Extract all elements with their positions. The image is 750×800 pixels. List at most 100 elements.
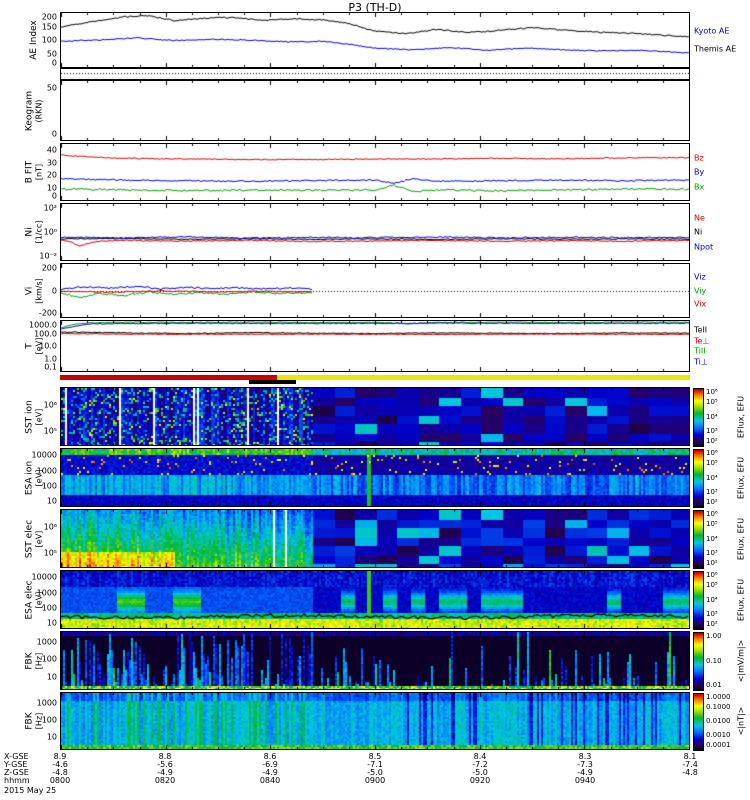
panel-esa_ion <box>60 448 690 507</box>
sst_ion-canvas <box>61 388 689 445</box>
ytick-label: 30 <box>46 158 57 168</box>
axis-value: -7.1 <box>367 760 383 769</box>
ytick-label: 10⁵ <box>43 426 57 436</box>
axis-row-label: X-GSE <box>4 752 29 761</box>
axis-value: -7.2 <box>472 760 488 769</box>
mode-bar <box>60 375 690 385</box>
ytick-label: 100 <box>41 603 57 613</box>
ytick-label: 1000 <box>36 637 57 647</box>
colorbar-tick: 10⁵ <box>706 398 718 407</box>
panel-esa_elec <box>60 570 690 629</box>
axis-value: 0820 <box>154 776 176 785</box>
axis-row-label: Z-GSE <box>4 768 29 777</box>
axis-value: -4.9 <box>157 768 173 777</box>
colorbar-tick: 10⁵ <box>706 520 718 529</box>
fbk_e-canvas <box>61 632 689 689</box>
axis-value: 0840 <box>259 776 281 785</box>
colorbar-tick: 10⁴ <box>706 595 718 604</box>
colorbar-tick: 0.0100 <box>706 717 731 725</box>
colorbar-tick: 10⁴ <box>706 412 718 421</box>
panel-fbk_b <box>60 692 690 750</box>
colorbar-sst_elec <box>693 510 704 569</box>
colorbar-tick: 10⁶ <box>706 388 718 396</box>
axis-value: -4.9 <box>577 768 593 777</box>
series-label: TeII <box>694 325 708 335</box>
colorbar-title: EFlux, EFU <box>736 456 746 499</box>
ytick-label: 0 <box>51 58 57 68</box>
axis-value: -6.9 <box>262 760 278 769</box>
colorbar-esa_elec <box>693 571 704 630</box>
axis-value: -4.8 <box>682 768 698 777</box>
ytick-label: 100 <box>41 35 57 45</box>
keogram-canvas <box>61 81 689 140</box>
colorbar-tick: 10² <box>706 559 718 567</box>
series-label: Ti⊥ <box>694 357 708 367</box>
axis-value: -7.4 <box>682 760 698 769</box>
axis-value: -5.0 <box>367 768 383 777</box>
series-label: Viz <box>694 272 706 282</box>
ytick-label: 20 <box>46 170 57 180</box>
colorbar-title: <|mV/m|> <box>736 639 746 682</box>
colorbar-fbk_e <box>693 632 704 691</box>
panel-sst_ion <box>60 387 690 446</box>
ytick-label: 10 <box>46 496 57 506</box>
ytick-label: 100 <box>41 481 57 491</box>
colorbar-tick: 0.01 <box>706 681 722 689</box>
ytick-label: 0 <box>51 191 57 201</box>
fbk_b-canvas <box>61 693 689 749</box>
colorbar-tick: 0.0001 <box>706 741 731 749</box>
ytick-label: 10⁻² <box>39 251 57 261</box>
colorbar-tick: 10³ <box>706 609 718 618</box>
ytick-label: 10000 <box>31 450 57 460</box>
colorbar-tick: 10⁶ <box>706 510 718 518</box>
ytick-label: 100.0 <box>34 329 57 338</box>
colorbar-title: <|nT|> <box>736 706 746 736</box>
esa_ion-canvas <box>61 449 689 506</box>
colorbar-tick: 10⁶ <box>706 449 718 457</box>
axis-value: -4.9 <box>262 768 278 777</box>
colorbar-esa_ion <box>693 449 704 508</box>
panel-strip <box>60 68 690 80</box>
ytick-label: 1000 <box>36 588 57 598</box>
series-label: Viy <box>694 286 707 295</box>
colorbar-title: EFlux, EFU <box>736 395 746 438</box>
bfit-canvas <box>61 144 689 200</box>
colorbar-tick: 10⁴ <box>706 534 718 543</box>
colorbar-title: EFlux, EFU <box>736 517 746 560</box>
series-label: Npot <box>694 242 714 251</box>
series-label: Vix <box>694 299 707 309</box>
axis-value: -4.8 <box>52 768 68 777</box>
axis-value: -7.3 <box>577 760 593 769</box>
panel-keogram <box>60 80 690 141</box>
plot-title: P3 (TH-D) <box>348 1 402 14</box>
colorbar-tick: 10⁵ <box>706 459 718 468</box>
series-label: Themis AE <box>694 44 737 54</box>
ytick-label: 10⁵ <box>43 548 57 558</box>
mode-bar-segment <box>60 375 278 380</box>
series-label: TiII <box>694 346 706 356</box>
colorbar-tick: 0.1000 <box>706 703 731 711</box>
axis-value: 0940 <box>574 776 596 785</box>
ytick-label: 100 <box>41 715 57 725</box>
sst_elec-canvas <box>61 510 689 567</box>
vi-canvas <box>61 264 689 317</box>
axis-row-label: Y-GSE <box>4 760 28 769</box>
colorbar-tick: 10² <box>706 498 718 506</box>
colorbar-sst_ion <box>693 388 704 447</box>
ytick-label: 10⁰ <box>43 227 57 237</box>
axis-value: 8.8 <box>158 752 172 761</box>
colorbar-tick: 10⁶ <box>706 571 718 579</box>
axis-value: 8.9 <box>53 752 67 761</box>
axis-value: -4.6 <box>52 760 68 769</box>
series-label: Kyoto AE <box>694 26 730 36</box>
ytick-label: 0 <box>51 286 57 295</box>
ytick-label: 200 <box>41 12 57 22</box>
axis-value: 8.5 <box>368 752 382 761</box>
ytick-label: 10 <box>46 672 57 682</box>
date-label: 2015 May 25 <box>4 786 57 795</box>
colorbar-tick: 10⁴ <box>706 473 718 482</box>
ytick-label: 10 <box>46 732 57 742</box>
colorbar-fbk_b <box>693 693 704 751</box>
ytick-label: 100 <box>41 654 57 664</box>
